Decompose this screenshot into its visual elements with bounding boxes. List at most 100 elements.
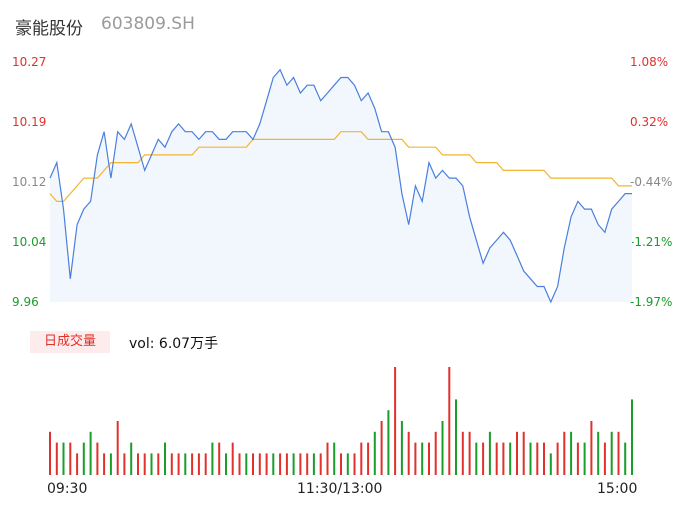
price-tick-label: 10.12 — [12, 175, 47, 189]
pct-tick-label: 1.08% — [630, 55, 669, 69]
daily-volume-badge[interactable]: 日成交量 — [30, 331, 110, 353]
volume-bar — [82, 442, 85, 475]
volume-bar — [245, 453, 248, 475]
volume-bar — [563, 431, 566, 475]
volume-bar — [522, 431, 525, 475]
volume-bar — [455, 399, 457, 475]
volume-bar — [400, 421, 403, 475]
volume-bar — [103, 453, 106, 475]
volume-bar — [130, 442, 133, 475]
volume-bar — [197, 453, 200, 475]
volume-bar — [421, 442, 424, 475]
volume-bar — [387, 410, 390, 475]
volume-bar — [164, 442, 166, 475]
volume-bar — [69, 442, 72, 475]
volume-bar — [502, 442, 505, 475]
volume-bar — [292, 453, 295, 475]
volume-bar — [441, 421, 444, 475]
volume-bar — [265, 453, 268, 475]
volume-bar — [488, 431, 491, 475]
volume-bar — [211, 442, 214, 475]
volume-bars — [49, 367, 633, 475]
volume-bar — [346, 453, 349, 475]
volume-bar — [624, 442, 627, 475]
volume-bar — [137, 453, 139, 475]
volume-bar — [96, 442, 99, 475]
volume-bar — [204, 453, 207, 475]
stock-code: 603809.SH — [101, 14, 195, 34]
volume-bar — [218, 442, 221, 475]
price-tick-label: 10.04 — [12, 235, 47, 249]
volume-bar — [603, 442, 606, 475]
volume-bar — [49, 431, 51, 475]
volume-bar — [225, 453, 227, 475]
volume-bar — [299, 453, 302, 475]
price-line — [49, 68, 632, 304]
volume-bar — [177, 453, 180, 475]
volume-bar — [543, 442, 545, 475]
volume-bar — [89, 431, 92, 475]
volume-bar — [590, 421, 593, 475]
volume-bar — [231, 442, 234, 475]
volume-bar — [116, 421, 119, 475]
volume-bar — [576, 442, 579, 475]
volume-bar — [62, 442, 65, 475]
volume-bar — [461, 431, 464, 475]
volume-bar — [252, 453, 254, 475]
volume-bar — [258, 453, 261, 475]
pct-tick-label: -1.97% — [630, 295, 673, 309]
average-price-line — [49, 131, 632, 202]
volume-bar — [238, 453, 241, 475]
volume-bar — [285, 453, 288, 475]
time-tick-label: 15:00 — [597, 481, 638, 497]
volume-readout: vol: 6.07万手 — [129, 336, 219, 352]
volume-bar — [482, 442, 485, 475]
volume-bar — [617, 431, 620, 475]
volume-bar — [306, 453, 309, 475]
volume-bar — [428, 442, 430, 475]
price-tick-label: 10.27 — [12, 55, 47, 69]
volume-bar — [495, 442, 498, 475]
volume-bar — [556, 442, 559, 475]
pct-tick-label: 0.32% — [630, 115, 669, 129]
volume-bar — [414, 442, 417, 475]
volume-bar — [360, 442, 363, 475]
volume-bar — [394, 367, 397, 475]
volume-bar — [312, 453, 315, 475]
volume-bar — [170, 453, 173, 475]
volume-bar — [184, 453, 187, 475]
volume-bar — [536, 442, 539, 475]
volume-bar — [123, 453, 126, 475]
volume-bar — [191, 453, 194, 475]
pct-tick-label: -1.21% — [630, 235, 673, 249]
volume-bar — [631, 399, 633, 475]
volume-bar — [516, 431, 518, 475]
volume-bar — [434, 431, 437, 475]
volume-bar — [333, 442, 336, 475]
volume-bar — [55, 442, 58, 475]
volume-bar — [610, 431, 613, 475]
volume-bar — [570, 431, 573, 475]
volume-bar — [529, 442, 532, 475]
volume-bar — [319, 453, 322, 475]
volume-bar — [109, 453, 112, 475]
volume-bar — [448, 367, 451, 475]
time-tick-label: 09:30 — [47, 481, 88, 497]
price-area-fill — [50, 69, 632, 302]
time-tick-label: 11:30/13:00 — [297, 481, 383, 497]
price-tick-label: 9.96 — [12, 295, 39, 309]
volume-bar — [597, 431, 600, 475]
price-tick-label: 10.19 — [12, 115, 47, 129]
volume-bar — [380, 421, 383, 475]
volume-bar — [373, 431, 376, 475]
pct-tick-label: -0.44% — [630, 175, 673, 189]
volume-bar — [367, 442, 370, 475]
volume-bar — [475, 442, 478, 475]
volume-bar — [143, 453, 146, 475]
volume-bar — [76, 453, 79, 475]
volume-bar — [407, 431, 410, 475]
volume-bar — [326, 442, 329, 475]
volume-bar — [340, 453, 342, 475]
volume-bar — [468, 431, 471, 475]
